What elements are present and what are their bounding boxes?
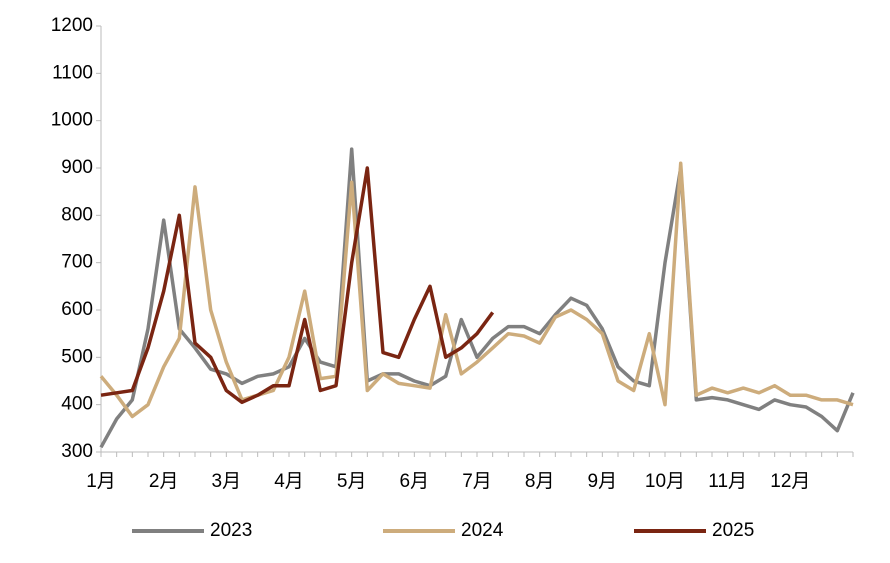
legend-label: 2023 (210, 520, 252, 541)
x-tick-label: 1月 (86, 471, 116, 492)
series-line (99, 147, 855, 449)
x-tick-label: 4月 (274, 471, 304, 492)
y-tick-label: 1100 (52, 62, 93, 83)
y-tick-label: 900 (61, 157, 93, 178)
y-tick-label: 800 (61, 204, 93, 225)
x-tick-label: 2月 (149, 471, 179, 492)
y-tick-label: 300 (61, 441, 93, 462)
x-tick-label: 12月 (770, 471, 810, 492)
y-tick-label: 1200 (51, 15, 93, 36)
x-tick-label: 10月 (645, 471, 685, 492)
x-tick-label: 8月 (525, 471, 555, 492)
x-tick-label: 9月 (588, 471, 618, 492)
legend-label: 2025 (712, 520, 754, 541)
legend-label: 2024 (461, 520, 504, 541)
y-tick-label: 600 (61, 299, 93, 320)
series-line (99, 161, 854, 419)
x-tick-label: 3月 (212, 471, 242, 492)
x-tick-label: 5月 (337, 471, 367, 492)
y-tick-label: 500 (61, 346, 93, 367)
x-tick-label: 11月 (708, 471, 747, 492)
y-tick-label: 400 (61, 394, 93, 415)
y-tick-label: 700 (61, 252, 93, 273)
x-tick-label: 6月 (400, 471, 430, 492)
y-tick-label: 1000 (51, 110, 93, 131)
x-tick-label: 7月 (462, 471, 492, 492)
series-line (100, 166, 495, 405)
